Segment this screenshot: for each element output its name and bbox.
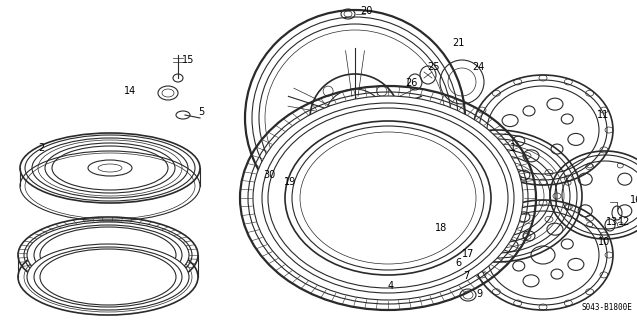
Text: 25: 25	[427, 62, 440, 72]
Text: 16: 16	[630, 195, 637, 205]
Text: 19: 19	[284, 177, 296, 187]
Text: 4: 4	[388, 281, 394, 291]
Text: 26: 26	[405, 78, 417, 88]
Text: 9: 9	[476, 289, 482, 299]
Text: 1: 1	[510, 143, 516, 153]
Text: 20: 20	[360, 6, 373, 16]
Text: 18: 18	[435, 223, 447, 233]
Text: 7: 7	[463, 271, 469, 281]
Ellipse shape	[253, 96, 523, 300]
Text: 12: 12	[618, 217, 631, 227]
Ellipse shape	[27, 222, 189, 288]
Text: 17: 17	[462, 249, 475, 259]
Text: 10: 10	[598, 237, 610, 247]
Text: 5: 5	[198, 107, 204, 117]
Text: 11: 11	[597, 110, 609, 120]
Text: 15: 15	[182, 55, 194, 65]
Text: 13: 13	[606, 217, 619, 227]
Text: 2: 2	[38, 143, 44, 153]
Text: 14: 14	[124, 86, 136, 96]
Text: 30: 30	[263, 170, 275, 180]
Text: S043-B1800E: S043-B1800E	[581, 303, 632, 312]
Ellipse shape	[27, 244, 189, 310]
Text: 24: 24	[472, 62, 484, 72]
Text: 21: 21	[452, 38, 464, 48]
Text: 6: 6	[455, 258, 461, 268]
